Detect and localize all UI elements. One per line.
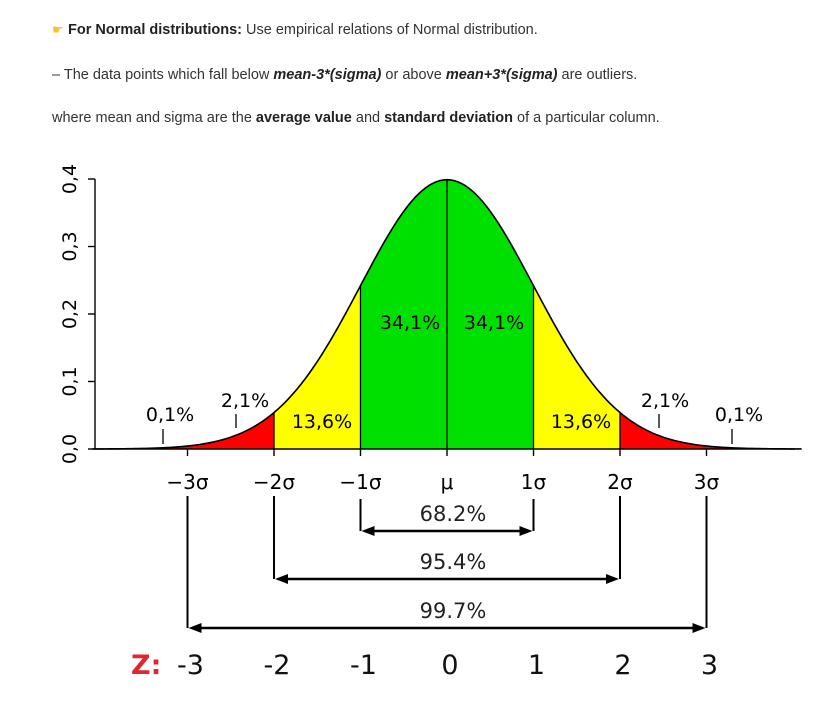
outlier-rule-line: – The data points which fall below mean-… [52, 66, 637, 84]
z-value: 2 [614, 650, 631, 681]
arrowhead-right [692, 623, 706, 633]
arrowhead-left [361, 526, 375, 536]
arrowhead-left [188, 623, 202, 633]
line1-rest: Use empirical relations of Normal distri… [242, 22, 538, 38]
x-tick-label: 1σ [521, 470, 547, 494]
z-value: 1 [528, 650, 545, 681]
line3-c: and [351, 110, 385, 126]
x-tick-label: 3σ [694, 470, 720, 494]
x-tick-label: −1σ [339, 470, 381, 494]
band-left-tail [92, 412, 274, 449]
z-value: -3 [177, 650, 204, 681]
y-tick-label: 0,3 [59, 231, 81, 261]
density-curve [92, 178, 802, 450]
interval-percent-label: 95.4% [420, 550, 487, 574]
z-value: 0 [441, 650, 458, 681]
z-value: -2 [264, 650, 291, 681]
line2-end: are outliers. [557, 67, 638, 83]
percent-label-01-right: 0,1% [715, 404, 763, 426]
line1-bold: For Normal distributions: [68, 22, 242, 38]
band-right-tail [620, 412, 802, 449]
percent-label-34-left: 34,1% [380, 312, 440, 334]
normal-distribution-rule-line: ☛ For Normal distributions: Use empirical… [52, 21, 538, 39]
x-tick-label: −2σ [253, 470, 295, 494]
percent-label-13-right: 13,6% [551, 411, 611, 433]
z-value: -1 [350, 650, 377, 681]
percent-label-13-left: 13,6% [292, 411, 352, 433]
line2-dash: – The data points which fall below [52, 67, 274, 83]
mean-minus-3-sigma: mean-3*(sigma) [273, 67, 382, 83]
percent-label-2-right: 2,1% [641, 390, 689, 412]
z-label: Z: [131, 650, 161, 681]
line3-a: where mean and sigma are the [52, 110, 256, 126]
interval-percent-label: 68.2% [420, 502, 487, 526]
arrowhead-right [606, 574, 619, 584]
percent-label-34-right: 34,1% [464, 312, 524, 334]
line3-e: of a particular column. [513, 110, 660, 126]
z-value: 3 [701, 650, 718, 681]
y-tick-label: 0,4 [59, 164, 81, 194]
y-tick-label: 0,2 [59, 299, 81, 329]
average-value-text: average value [255, 110, 352, 126]
percent-label-01-left: 0,1% [146, 404, 194, 426]
standard-deviation-text: standard deviation [384, 110, 514, 126]
y-tick-label: 0,0 [59, 434, 81, 464]
y-tick-label: 0,1 [59, 366, 81, 396]
arrowhead-left [275, 574, 288, 584]
x-tick-label: −3σ [166, 470, 208, 494]
arrowhead-right [519, 526, 533, 536]
interval-percent-label: 99.7% [420, 599, 487, 623]
percent-label-2-left: 2,1% [221, 390, 269, 412]
pointing-hand-icon: ☛ [52, 22, 64, 37]
x-tick-label: 2σ [607, 470, 633, 494]
x-tick-label: μ [441, 470, 454, 494]
line2-mid: or above [381, 67, 446, 83]
definition-line: where mean and sigma are the average val… [52, 109, 660, 127]
mean-plus-3-sigma: mean+3*(sigma) [445, 67, 558, 83]
